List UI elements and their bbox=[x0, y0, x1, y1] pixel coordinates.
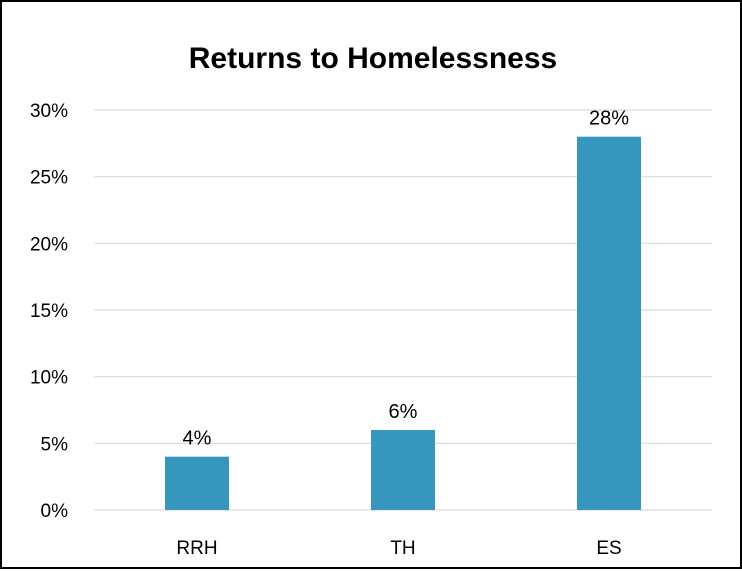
x-axis-ticks: RRH TH ES bbox=[176, 538, 621, 559]
y-tick-label: 5% bbox=[41, 434, 69, 455]
x-tick-label: TH bbox=[390, 538, 415, 559]
data-label: 6% bbox=[389, 401, 418, 423]
bar-rrh bbox=[165, 456, 229, 510]
data-label: 28% bbox=[589, 108, 629, 130]
y-tick-label: 30% bbox=[30, 101, 68, 122]
y-tick-label: 0% bbox=[41, 501, 69, 522]
data-labels: 4% 6% 28% bbox=[183, 108, 630, 450]
y-tick-label: 15% bbox=[30, 301, 68, 322]
bar-th bbox=[371, 430, 435, 510]
x-tick-label: ES bbox=[596, 538, 621, 559]
data-label: 4% bbox=[183, 428, 212, 450]
y-tick-label: 10% bbox=[30, 368, 68, 389]
x-tick-label: RRH bbox=[176, 538, 217, 559]
y-tick-label: 20% bbox=[30, 234, 68, 255]
y-axis-ticks: 0% 5% 10% 15% 20% 25% 30% bbox=[30, 101, 68, 522]
bars bbox=[165, 136, 641, 510]
gridlines bbox=[94, 109, 712, 511]
bar-es bbox=[577, 136, 641, 510]
y-tick-label: 25% bbox=[30, 168, 68, 189]
chart-title: Returns to Homelessness bbox=[189, 42, 557, 75]
